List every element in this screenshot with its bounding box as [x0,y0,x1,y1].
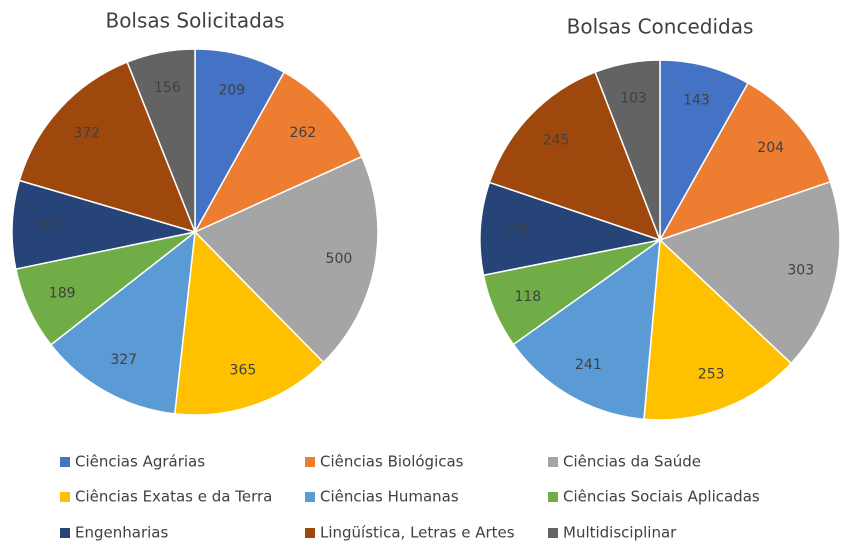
pie-slice [512,238,661,421]
pie-slice [594,59,661,241]
data-label: 253 [698,367,725,383]
pie-slice [488,71,662,242]
data-label: 241 [575,357,602,373]
data-label: 146 [503,223,530,239]
pie-slice [658,82,832,242]
data-label: 303 [787,262,814,278]
legend-swatch [548,528,558,538]
pie-slice [49,230,196,415]
data-label: 327 [110,352,137,368]
legend-swatch [305,457,315,467]
legend-label: Ciências Exatas e da Terra [75,488,272,506]
pie-slice [193,71,363,234]
data-label: 372 [73,125,100,141]
data-label: 189 [49,286,76,302]
legend-label: Ciências Agrárias [75,453,205,471]
pie-slice [126,48,196,233]
data-label: 204 [757,140,784,156]
data-label: 245 [543,132,570,148]
pie-slice [479,181,663,277]
legend-swatch [60,492,70,502]
data-label: 500 [326,251,353,267]
legend-label: Lingüística, Letras e Artes [320,524,515,542]
legend-swatch [305,492,315,502]
pie-slice [659,59,750,243]
legend-swatch [548,457,558,467]
chart-title: Bolsas Concedidas [567,15,754,39]
legend-label: Ciências Sociais Aplicadas [563,488,760,506]
data-label: 156 [154,80,181,96]
data-label: 365 [230,362,257,378]
pie-slice [194,48,286,235]
legend-label: Multidisciplinar [563,524,677,542]
chart-title: Bolsas Solicitadas [105,9,284,33]
pie-slice [658,180,841,365]
data-label: 201 [35,218,62,234]
legend-label: Ciências Humanas [320,488,459,506]
data-label: 143 [683,93,710,109]
legend-label: Ciências da Saúde [563,453,701,471]
legend-label: Engenharias [75,524,168,542]
legend-swatch [548,492,558,502]
pie-slice [193,155,379,364]
legend-swatch [60,528,70,538]
pie-slice [173,230,325,416]
data-label: 103 [620,90,647,106]
data-label: 209 [218,82,245,98]
legend-swatch [305,528,315,538]
legend-label: Ciências Biológicas [320,453,464,471]
pie-slice [18,61,197,234]
pie-slice [643,238,793,421]
data-label: 262 [289,125,316,141]
legend-swatch [60,457,70,467]
data-label: 118 [514,289,541,305]
